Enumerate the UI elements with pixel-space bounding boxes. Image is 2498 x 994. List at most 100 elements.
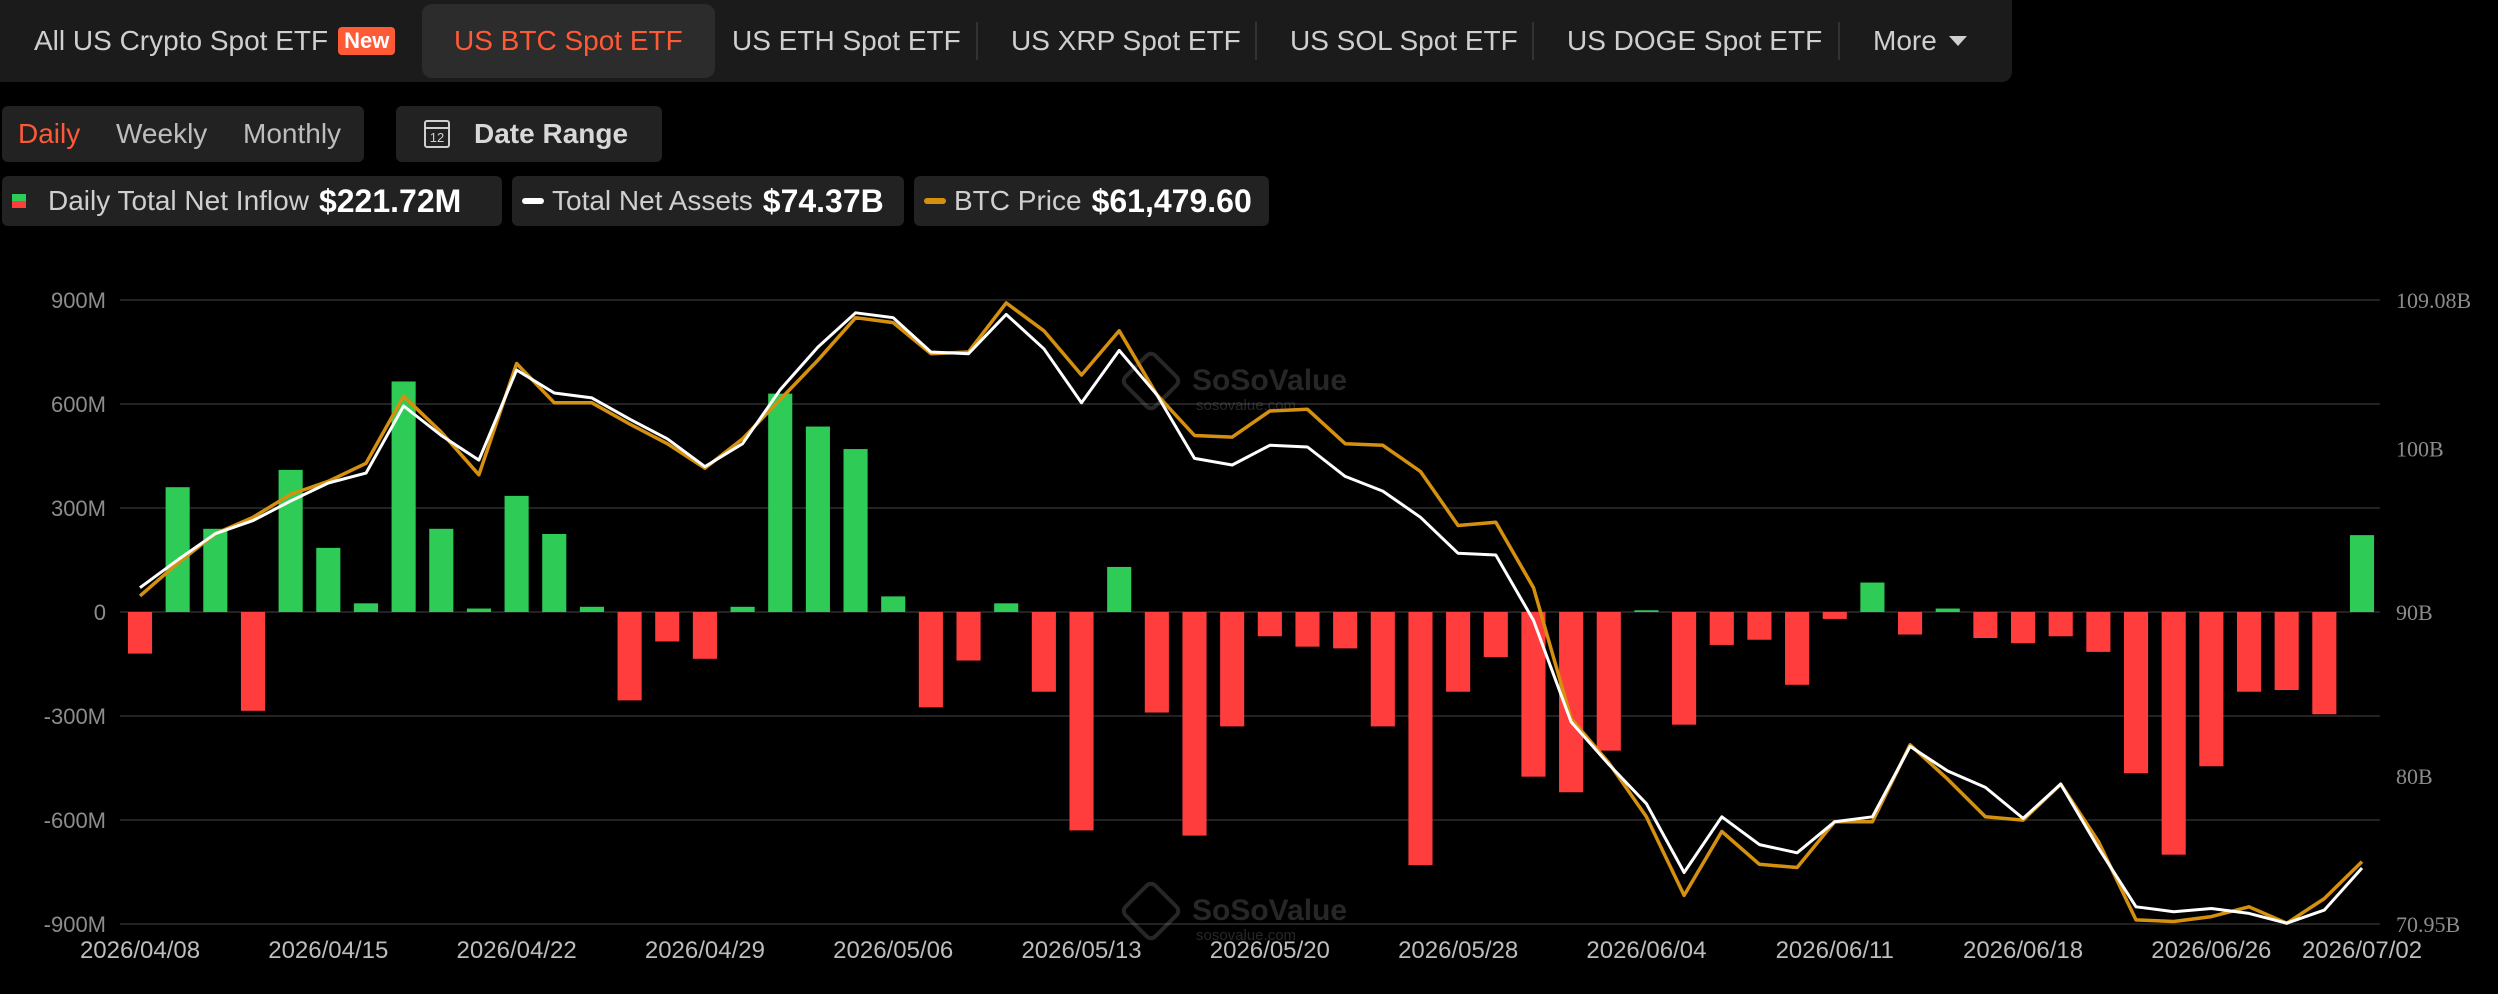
right-axis-tick-label: 70.95B bbox=[2396, 912, 2460, 937]
series-lines bbox=[138, 301, 2364, 925]
inflow-bar[interactable] bbox=[1596, 612, 1621, 751]
inflow-bar[interactable] bbox=[1860, 582, 1885, 612]
inflow-bar[interactable] bbox=[203, 528, 228, 612]
inflow-bar[interactable] bbox=[1446, 612, 1471, 692]
inflow-bar[interactable] bbox=[353, 603, 379, 612]
inflow-bar[interactable] bbox=[1408, 612, 1433, 866]
tab-label: US XRP Spot ETF bbox=[1011, 25, 1241, 56]
inflow-bar[interactable] bbox=[1069, 612, 1094, 831]
inflow-bar[interactable] bbox=[2274, 612, 2299, 690]
grid-lines bbox=[120, 299, 2380, 925]
left-axis-ticks: 900M 600M 300M 0 -300M -600M -900M bbox=[44, 288, 106, 937]
inflow-bar[interactable] bbox=[1898, 612, 1923, 635]
watermark-url: sosovalue.com bbox=[1196, 927, 1296, 944]
inflow-bar[interactable] bbox=[1973, 612, 1998, 638]
tab-us-doge-spot-etf[interactable]: US DOGE Spot ETF bbox=[1567, 0, 1822, 82]
inflow-bar[interactable] bbox=[466, 608, 492, 612]
inflow-bar[interactable] bbox=[316, 547, 341, 612]
inflow-bar[interactable] bbox=[1031, 612, 1056, 692]
inflow-bar[interactable] bbox=[391, 381, 416, 612]
price-line-swatch-icon bbox=[924, 198, 946, 204]
inflow-bar[interactable] bbox=[1634, 610, 1659, 612]
inflow-bar[interactable] bbox=[1144, 612, 1169, 713]
inflow-bar[interactable] bbox=[429, 528, 454, 612]
inflow-bar[interactable] bbox=[1822, 612, 1847, 619]
right-axis-tick-label: 109.08B bbox=[2396, 288, 2471, 313]
inflow-bar[interactable] bbox=[730, 606, 755, 612]
legend-price-value: $61,479.60 bbox=[1091, 182, 1252, 219]
tab-us-eth-spot-etf[interactable]: US ETH Spot ETF bbox=[732, 0, 961, 82]
inflow-bar[interactable] bbox=[2010, 612, 2036, 644]
inflow-bar[interactable] bbox=[1483, 612, 1508, 658]
period-weekly[interactable]: Weekly bbox=[116, 118, 208, 149]
legend-assets-value: $74.37B bbox=[762, 182, 884, 219]
watermark-brand: SoSoValue bbox=[1192, 894, 1347, 927]
left-axis-tick-label: 0 bbox=[94, 600, 106, 625]
inflow-bar[interactable] bbox=[1672, 612, 1697, 725]
inflow-bar[interactable] bbox=[504, 495, 529, 612]
legend-total-net-assets[interactable]: Total Net Assets $74.37B bbox=[512, 176, 904, 226]
x-axis-tick-label: 2026/06/04 bbox=[1586, 937, 1706, 964]
etf-tab-bar: All US Crypto Spot ETF New US BTC Spot E… bbox=[0, 0, 2012, 82]
inflow-bar[interactable] bbox=[2123, 612, 2149, 774]
calendar-icon: 12 bbox=[424, 120, 450, 148]
tab-label: US SOL Spot ETF bbox=[1290, 25, 1518, 56]
inflow-bar[interactable] bbox=[918, 612, 943, 708]
more-dropdown[interactable]: More bbox=[1873, 0, 1967, 82]
etf-flow-chart[interactable]: SoSoValue sosovalue.com SoSoValue sosova… bbox=[0, 260, 2498, 994]
total-net-assets-line[interactable] bbox=[139, 311, 2364, 925]
inflow-bar[interactable] bbox=[1370, 612, 1395, 727]
inflow-bar[interactable] bbox=[881, 596, 906, 612]
legend-inflow-value: $221.72M bbox=[318, 182, 462, 219]
inflow-bar[interactable] bbox=[655, 612, 680, 642]
tab-divider bbox=[1838, 22, 1840, 60]
left-axis-tick-label: 300M bbox=[51, 496, 106, 521]
inflow-bar[interactable] bbox=[165, 487, 190, 612]
tab-us-btc-spot-etf[interactable]: US BTC Spot ETF bbox=[422, 4, 715, 78]
tab-us-sol-spot-etf[interactable]: US SOL Spot ETF bbox=[1290, 0, 1518, 82]
inflow-bar[interactable] bbox=[1747, 612, 1772, 640]
inflow-bar[interactable] bbox=[127, 612, 153, 654]
inflow-bar[interactable] bbox=[2199, 612, 2224, 767]
inflow-bar[interactable] bbox=[1785, 612, 1810, 685]
inflow-bar[interactable] bbox=[542, 534, 567, 612]
inflow-bar[interactable] bbox=[1333, 612, 1358, 649]
legend-assets-label: Total Net Assets bbox=[552, 185, 753, 216]
inflow-bar[interactable] bbox=[1220, 612, 1245, 727]
x-axis-tick-label: 2026/04/22 bbox=[457, 937, 577, 964]
inflow-bar[interactable] bbox=[1257, 612, 1282, 637]
inflow-bar[interactable] bbox=[994, 603, 1019, 612]
date-range-button[interactable]: 12 Date Range bbox=[396, 106, 662, 162]
legend-btc-price[interactable]: BTC Price $61,479.60 bbox=[914, 176, 1269, 226]
inflow-bar[interactable] bbox=[579, 606, 604, 612]
left-axis-tick-label: 600M bbox=[51, 392, 106, 417]
inflow-bar[interactable] bbox=[1521, 612, 1546, 777]
legend-daily-net-inflow[interactable]: Daily Total Net Inflow $221.72M bbox=[2, 176, 502, 226]
tab-all-us-crypto-spot-etf[interactable]: All US Crypto Spot ETF New bbox=[34, 0, 396, 82]
inflow-bar[interactable] bbox=[240, 612, 266, 711]
inflow-bar[interactable] bbox=[1709, 612, 1734, 645]
inflow-bar[interactable] bbox=[2161, 612, 2186, 855]
tab-us-xrp-spot-etf[interactable]: US XRP Spot ETF bbox=[1011, 0, 1241, 82]
period-monthly[interactable]: Monthly bbox=[243, 118, 342, 149]
inflow-bar[interactable] bbox=[617, 612, 642, 701]
inflow-bar[interactable] bbox=[2312, 612, 2337, 715]
inflow-bar[interactable] bbox=[805, 426, 830, 612]
inflow-bar[interactable] bbox=[768, 393, 793, 612]
period-daily[interactable]: Daily bbox=[18, 118, 81, 149]
inflow-bar[interactable] bbox=[1935, 608, 1960, 612]
inflow-bar[interactable] bbox=[843, 449, 868, 612]
date-range-label: Date Range bbox=[474, 118, 629, 149]
inflow-bar[interactable] bbox=[2048, 612, 2073, 637]
x-axis-tick-label: 2026/07/02 bbox=[2302, 937, 2422, 964]
inflow-bar[interactable] bbox=[2236, 612, 2262, 692]
inflow-bar[interactable] bbox=[2086, 612, 2111, 652]
inflow-bar[interactable] bbox=[956, 612, 981, 661]
inflow-bar[interactable] bbox=[1182, 612, 1207, 836]
inflow-bar[interactable] bbox=[1107, 566, 1132, 612]
inflow-bar[interactable] bbox=[1295, 612, 1320, 647]
inflow-bar[interactable] bbox=[692, 612, 717, 659]
inflow-bar[interactable] bbox=[2349, 535, 2375, 612]
x-axis-tick-label: 2026/05/28 bbox=[1398, 937, 1518, 964]
assets-line-swatch-icon bbox=[522, 198, 544, 204]
